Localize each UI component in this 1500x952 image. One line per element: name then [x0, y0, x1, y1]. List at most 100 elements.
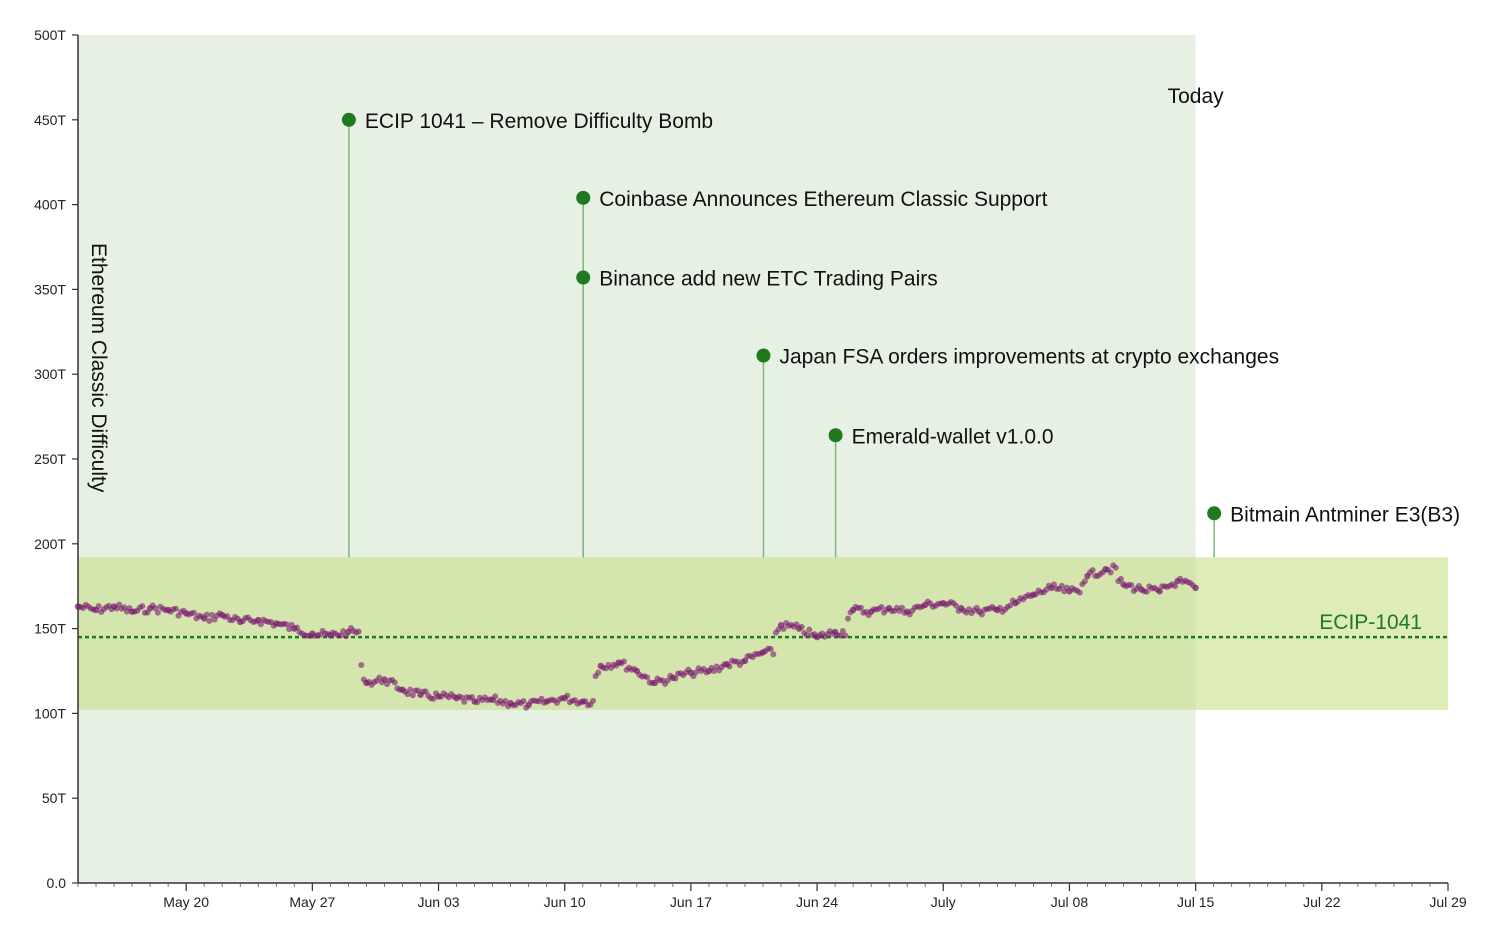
data-point-fill	[430, 695, 437, 702]
band-layer	[78, 557, 1448, 711]
data-point-fill	[1081, 578, 1088, 585]
y-tick-label: 200T	[34, 536, 66, 552]
data-point-fill	[340, 628, 347, 635]
annotation-label: ECIP 1041 – Remove Difficulty Bomb	[365, 110, 713, 133]
x-tick-label: May 27	[289, 894, 335, 910]
data-point-fill	[844, 615, 851, 622]
data-points	[74, 562, 1199, 711]
data-point-fill	[391, 679, 398, 686]
background-layer	[78, 35, 1196, 883]
data-point-fill	[1128, 582, 1135, 589]
data-point-fill	[95, 603, 102, 610]
x-tick-label: May 20	[163, 894, 209, 910]
data-point-fill	[780, 625, 787, 632]
data-point-fill	[520, 698, 527, 705]
data-point-fill	[899, 604, 906, 611]
x-tick-label: Jun 03	[418, 894, 460, 910]
data-point-fill	[458, 694, 465, 701]
annotation-label: Coinbase Announces Ethereum Classic Supp…	[599, 188, 1047, 211]
data-point-fill	[1107, 569, 1114, 576]
data-point-fill	[409, 692, 416, 699]
data-point-fill	[154, 609, 161, 616]
data-point-fill	[206, 617, 213, 624]
annotation-label: Binance add new ETC Trading Pairs	[599, 268, 938, 291]
data-point-fill	[355, 628, 362, 635]
data-point-fill	[139, 603, 146, 610]
data-point-fill	[358, 662, 365, 669]
data-point-fill	[953, 602, 960, 609]
x-tick-label: Jun 10	[544, 894, 586, 910]
x-tick-label: Jul 22	[1303, 894, 1341, 910]
y-tick-label: 300T	[34, 366, 66, 382]
annotations: ECIP 1041 – Remove Difficulty Bomb Coinba…	[341, 110, 1460, 558]
annotation-marker	[576, 270, 591, 285]
data-point-fill	[672, 675, 679, 682]
data-point-fill	[842, 632, 849, 639]
data-point-fill	[492, 693, 499, 700]
data-point	[1192, 584, 1199, 592]
y-tick-label: 450T	[34, 112, 66, 128]
annotation-label: Japan FSA orders improvements at crypto …	[780, 346, 1280, 369]
data-point-fill	[595, 669, 602, 676]
annotation-marker	[1207, 506, 1222, 521]
data-point-fill	[590, 697, 597, 704]
data-point-fill	[770, 651, 777, 658]
today-label: Today	[1168, 85, 1225, 108]
y-tick-label: 250T	[34, 451, 66, 467]
x-tick-label: Jun 24	[796, 894, 838, 910]
annotation-marker	[828, 428, 843, 443]
y-tick-label: 100T	[34, 705, 66, 721]
y-tick-label: 0.0	[47, 875, 67, 891]
data-point-fill	[620, 658, 627, 665]
data-point-fill	[293, 624, 300, 631]
data-point-fill	[422, 688, 429, 695]
data-point-fill	[857, 604, 864, 611]
data-point-fill	[376, 674, 383, 681]
y-tick-label: 400T	[34, 197, 66, 213]
data-point-fill	[461, 698, 468, 705]
annotation-label: Bitmain Antminer E3(B3)	[1230, 503, 1460, 526]
data-point-fill	[644, 674, 651, 681]
y-axis-label: Ethereum Classic Difficulty	[87, 243, 110, 493]
data-point-fill	[803, 632, 810, 639]
data-point-fill	[726, 663, 733, 670]
y-tick-label: 150T	[34, 621, 66, 637]
data-point-fill	[1143, 588, 1150, 595]
data-point-fill	[839, 628, 846, 635]
data-point-fill	[1112, 564, 1119, 571]
data-point-fill	[1089, 567, 1096, 574]
data-point-fill	[767, 645, 774, 652]
x-tick-label: Jul 08	[1051, 894, 1089, 910]
y-tick-label: 500T	[34, 27, 66, 43]
data-point-fill	[203, 611, 210, 618]
data-point-fill	[1058, 582, 1065, 589]
data-point-fill	[978, 611, 985, 618]
data-point-fill	[837, 632, 844, 639]
annotation-marker	[756, 348, 771, 363]
annotation-marker	[341, 112, 356, 127]
data-point-fill	[283, 621, 290, 628]
data-point-fill	[878, 603, 885, 610]
data-point	[741, 657, 749, 665]
data-point-fill	[152, 605, 159, 612]
reference-line-label: ECIP-1041	[1319, 611, 1422, 634]
data-point-fill	[502, 697, 509, 704]
data-point	[1156, 588, 1163, 595]
data-point-fill	[407, 686, 414, 693]
data-point-fill	[1076, 589, 1083, 596]
data-point-fill	[1007, 602, 1014, 609]
data-point-fill	[564, 692, 571, 699]
data-point-fill	[1050, 581, 1057, 588]
data-point	[381, 676, 388, 683]
y-tick-label: 350T	[34, 281, 66, 297]
x-tick-label: July	[931, 894, 956, 910]
data-point-fill	[806, 626, 813, 633]
data-point-fill	[257, 621, 264, 628]
y-tick-label: 50T	[42, 790, 67, 806]
data-point-fill	[1172, 583, 1179, 590]
data-point-fill	[664, 677, 671, 684]
data-point-fill	[798, 623, 805, 630]
x-tick-label: Jul 15	[1177, 894, 1215, 910]
x-tick-label: Jun 17	[670, 894, 712, 910]
data-point-fill	[404, 691, 411, 698]
